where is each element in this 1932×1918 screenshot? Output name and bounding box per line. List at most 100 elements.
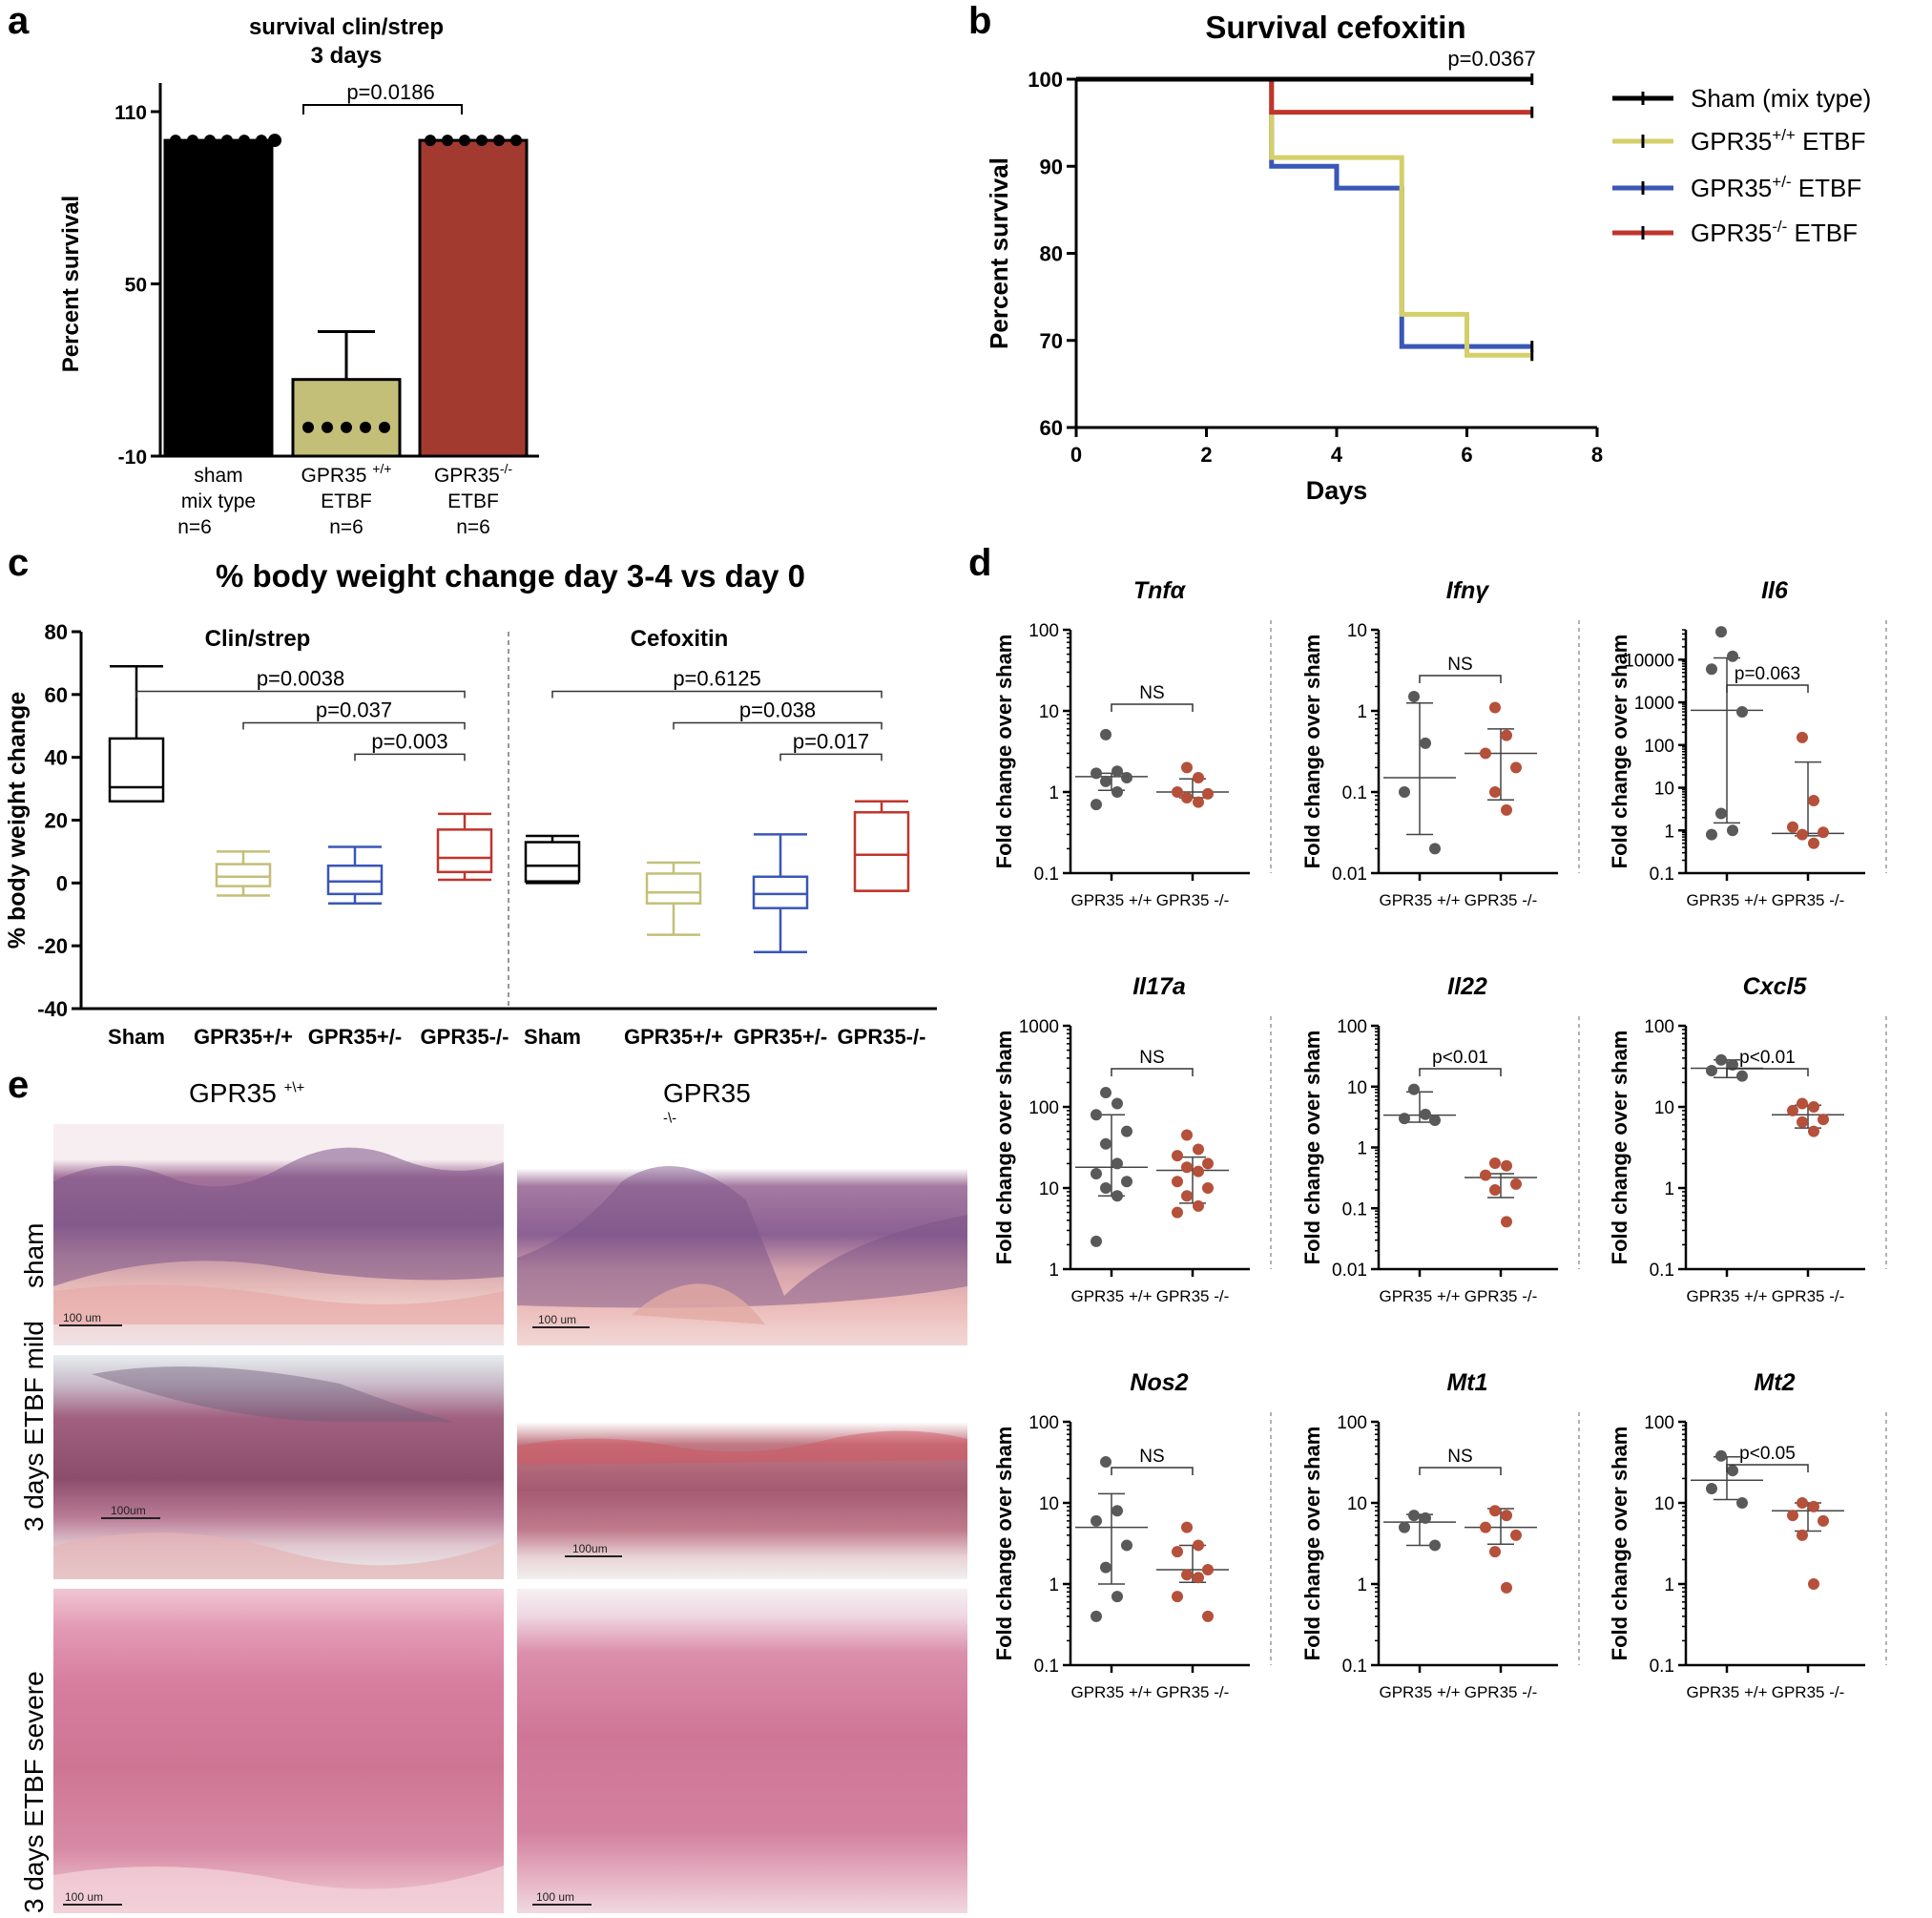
significance-label: NS (1139, 683, 1164, 703)
data-point (1193, 1572, 1204, 1584)
data-point (1501, 1216, 1512, 1228)
comparison-bracket (242, 721, 466, 730)
y-axis-label: Fold change over sham (1300, 1031, 1324, 1265)
data-point (1706, 663, 1717, 676)
data-point (1091, 1109, 1102, 1121)
data-point (1399, 786, 1410, 798)
data-point (1181, 1521, 1193, 1533)
data-point (1193, 1143, 1204, 1156)
x-tick-label: GPR35-/- (838, 1025, 926, 1049)
data-point (1399, 1113, 1410, 1125)
y-tick-label: 10 (1039, 1179, 1059, 1199)
histology-image-sham-ko: 100 um (517, 1124, 967, 1345)
legend-entry: GPR35+/+ ETBF (1691, 126, 1866, 156)
row-label-mild: 3 days ETBF mild (19, 1321, 49, 1532)
y-tick-label: 60 (1040, 416, 1063, 440)
bar (291, 378, 402, 458)
significance-label: NS (1447, 1447, 1472, 1467)
y-tick-label: 100 (1028, 68, 1063, 92)
gene-title: Il22 (1447, 973, 1487, 1000)
y-tick-label: 0.1 (1342, 783, 1367, 803)
data-point (1100, 1561, 1111, 1574)
p-value: p=0.037 (316, 698, 392, 721)
chart-title: % body weight change day 3-4 vs day 0 (216, 558, 805, 594)
data-point (1172, 1206, 1183, 1219)
scale-label: 100um (572, 1542, 608, 1555)
comparison-bracket (1419, 675, 1502, 683)
data-point (1715, 807, 1727, 820)
x-tick-label: Sham (524, 1025, 581, 1049)
data-point (476, 135, 488, 147)
data-point (1706, 1064, 1717, 1076)
category-label: n=6 (456, 516, 490, 538)
x-tick-label: GPR35 +/+ (1070, 1287, 1152, 1305)
data-point (341, 421, 352, 433)
body-weight-box-chart: % body weight change day 3-4 vs day 0 80 6… (4, 558, 937, 1049)
data-point (1172, 1546, 1183, 1558)
y-tick-label: 1 (1357, 1575, 1367, 1595)
scale-label: 100 um (63, 1311, 102, 1324)
significance-label: p=0.063 (1735, 664, 1800, 684)
data-point (1797, 1529, 1808, 1541)
comparison-bracket (354, 753, 466, 761)
data-point (1172, 1150, 1183, 1162)
category-label: n=6 (329, 516, 364, 538)
p-value: p=0.6125 (673, 667, 760, 691)
data-point (1480, 747, 1491, 760)
data-point (1510, 1529, 1522, 1541)
y-axis-label: Fold change over sham (992, 635, 1016, 869)
y-tick-label: 100 (1337, 1017, 1367, 1037)
y-tick-label: -10 (118, 447, 147, 469)
data-point (1797, 828, 1808, 841)
data-point (1121, 1125, 1132, 1137)
data-point (1808, 1500, 1819, 1512)
data-point (170, 135, 181, 147)
x-tick-label: GPR35 -/- (1465, 1287, 1538, 1305)
data-point (204, 135, 216, 147)
y-tick-label: 1000 (1634, 694, 1674, 714)
y-tick-label: 100 (1028, 1098, 1059, 1118)
y-tick-label: 10 (1654, 1494, 1674, 1514)
y-tick-label: 10 (1039, 702, 1059, 722)
y-tick-label: 100 (1028, 1413, 1059, 1433)
y-tick-label: 0 (56, 871, 68, 895)
y-tick-label: 0.1 (1034, 1657, 1059, 1677)
data-point (1787, 1510, 1798, 1522)
data-point (1489, 1546, 1501, 1558)
data-point (1787, 821, 1798, 833)
data-point (1808, 1125, 1819, 1137)
comparison-bracket (302, 104, 463, 115)
data-point (493, 135, 505, 147)
y-tick-label: 80 (45, 620, 68, 644)
x-tick-label: GPR35 +/+ (1070, 1683, 1152, 1701)
histology-image-sham-wt: 100 um (53, 1124, 504, 1345)
histology-image-severe-ko: 100 um (517, 1589, 967, 1913)
x-tick-label: GPR35 -/- (1465, 891, 1538, 909)
x-tick-label: GPR35 -/- (1772, 1287, 1845, 1305)
data-point (1202, 787, 1214, 800)
y-axis-label: Percent survival (58, 196, 84, 372)
panel-label-e: e (8, 1064, 30, 1106)
data-point (1480, 1169, 1491, 1181)
data-point (1111, 1190, 1123, 1202)
data-point (1111, 1591, 1123, 1603)
x-tick-label: GPR35 -/- (1772, 1683, 1845, 1701)
comparison-bracket (1419, 1068, 1502, 1076)
y-tick-label: 100 (1644, 1017, 1674, 1037)
column-label-wt: GPR35 +\+ (189, 1078, 305, 1108)
x-axis-label: Days (1306, 476, 1368, 505)
data-point (1172, 1176, 1183, 1188)
survival-cefoxitin-chart: Survival cefoxitin 100 90 80 70 60 0 2 4 6 8 Days Pe… (985, 10, 1871, 505)
box (645, 872, 702, 905)
significance-label: p<0.01 (1739, 1048, 1796, 1068)
x-tick-label: GPR35 +/+ (1686, 1287, 1767, 1305)
data-point (442, 135, 453, 147)
scale-label: 100um (111, 1504, 146, 1517)
data-point (1510, 761, 1522, 774)
category-label: sham (194, 465, 242, 487)
data-point (1715, 626, 1727, 638)
data-point (1091, 1168, 1102, 1180)
data-point (1429, 843, 1441, 855)
y-tick-label: 1 (1664, 822, 1674, 842)
data-point (1202, 1610, 1214, 1622)
